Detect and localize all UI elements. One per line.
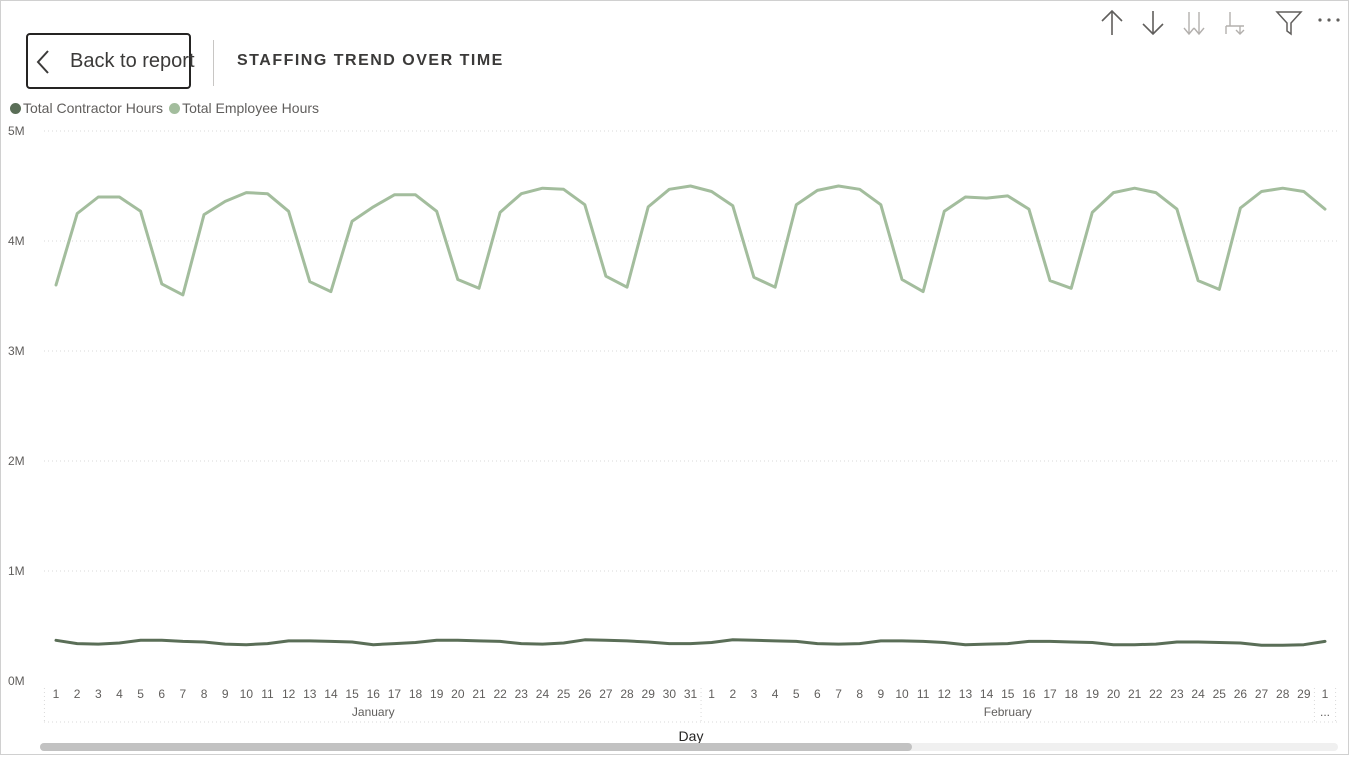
x-tick-label: 27 — [1255, 687, 1269, 701]
x-tick-label: 2 — [729, 687, 736, 701]
x-tick-label: 28 — [620, 687, 634, 701]
x-tick-label: 6 — [158, 687, 165, 701]
x-tick-label: 4 — [116, 687, 123, 701]
x-tick-label: 20 — [451, 687, 465, 701]
x-tick-label: 11 — [261, 687, 274, 701]
x-tick-label: 12 — [282, 687, 296, 701]
x-axis-title: Day — [679, 728, 704, 744]
y-tick-label: 3M — [8, 344, 25, 358]
expand-hierarchy-icon[interactable] — [1220, 8, 1250, 38]
x-tick-label: 25 — [557, 687, 571, 701]
chart-legend: Total Contractor Hours Total Employee Ho… — [10, 100, 325, 116]
x-tick-label: 10 — [895, 687, 909, 701]
x-tick-label: 2 — [74, 687, 81, 701]
x-tick-label: 18 — [409, 687, 423, 701]
x-tick-label: 14 — [980, 687, 994, 701]
x-tick-label: 23 — [515, 687, 529, 701]
x-tick-label: 8 — [201, 687, 208, 701]
x-tick-label: 11 — [917, 687, 930, 701]
x-tick-label: 1 — [53, 687, 60, 701]
x-tick-label: 29 — [642, 687, 656, 701]
back-to-report-button[interactable]: Back to report — [26, 33, 195, 89]
x-tick-label: 23 — [1170, 687, 1184, 701]
x-tick-label: 13 — [303, 687, 317, 701]
x-tick-label: 14 — [324, 687, 338, 701]
x-tick-label: 26 — [578, 687, 592, 701]
x-tick-label: 22 — [493, 687, 507, 701]
chevron-left-icon — [36, 50, 49, 74]
filter-icon[interactable] — [1274, 8, 1304, 38]
back-to-report-label: Back to report — [70, 50, 195, 72]
x-tick-label: 9 — [878, 687, 885, 701]
x-tick-label: 10 — [240, 687, 254, 701]
x-tick-label: 13 — [959, 687, 973, 701]
x-tick-label: 21 — [1128, 687, 1142, 701]
x-month-label: February — [984, 705, 1032, 719]
x-tick-label: 24 — [536, 687, 550, 701]
x-tick-label: 7 — [180, 687, 187, 701]
x-tick-label: 17 — [388, 687, 402, 701]
x-tick-label: 21 — [472, 687, 486, 701]
x-tick-label: 12 — [938, 687, 952, 701]
series-line-employee — [54, 184, 1327, 297]
legend-label-employee: Total Employee Hours — [182, 100, 320, 116]
y-tick-label: 5M — [8, 124, 25, 138]
x-tick-label: 5 — [793, 687, 800, 701]
x-tick-label: 25 — [1213, 687, 1227, 701]
x-tick-label: 9 — [222, 687, 229, 701]
horizontal-scrollbar-thumb[interactable] — [40, 743, 912, 751]
x-tick-label: 6 — [814, 687, 821, 701]
header-divider — [213, 40, 214, 86]
x-tick-label: 30 — [663, 687, 677, 701]
x-tick-label: 1 — [1322, 687, 1329, 701]
legend-dot-employee — [169, 102, 181, 114]
arrow-up-icon[interactable] — [1097, 8, 1127, 38]
x-tick-label: 19 — [1086, 687, 1100, 701]
legend-label-contractor: Total Contractor Hours — [23, 100, 164, 116]
x-tick-label: 15 — [345, 687, 359, 701]
x-tick-label: 16 — [1022, 687, 1036, 701]
x-month-label: ... — [1320, 705, 1330, 719]
y-tick-label: 1M — [8, 564, 25, 578]
x-tick-label: 26 — [1234, 687, 1248, 701]
x-tick-label: 3 — [751, 687, 758, 701]
x-tick-label: 3 — [95, 687, 102, 701]
legend-dot-contractor — [10, 102, 21, 114]
x-month-label: January — [352, 705, 395, 719]
x-tick-label: 22 — [1149, 687, 1163, 701]
arrow-down-icon[interactable] — [1138, 8, 1168, 38]
series-line-contractor — [54, 638, 1327, 647]
x-tick-label: 27 — [599, 687, 613, 701]
x-tick-label: 18 — [1065, 687, 1079, 701]
more-options-icon[interactable] — [1314, 8, 1344, 38]
x-tick-label: 4 — [772, 687, 779, 701]
x-tick-label: 17 — [1043, 687, 1057, 701]
x-tick-label: 24 — [1191, 687, 1205, 701]
x-tick-label: 15 — [1001, 687, 1015, 701]
y-tick-label: 2M — [8, 454, 25, 468]
x-tick-label: 28 — [1276, 687, 1290, 701]
x-tick-label: 5 — [137, 687, 144, 701]
x-tick-label: 31 — [684, 687, 698, 701]
x-tick-label: 8 — [856, 687, 863, 701]
double-arrow-down-icon[interactable] — [1179, 8, 1209, 38]
x-tick-label: 20 — [1107, 687, 1121, 701]
x-tick-label: 7 — [835, 687, 842, 701]
y-tick-label: 4M — [8, 234, 25, 248]
x-tick-label: 1 — [708, 687, 715, 701]
x-tick-label: 19 — [430, 687, 444, 701]
legend-item-employee[interactable]: Total Employee Hours — [169, 100, 319, 116]
x-tick-label: 29 — [1297, 687, 1311, 701]
y-tick-label: 0M — [8, 674, 25, 688]
visual-title: STAFFING TREND OVER TIME — [237, 52, 504, 69]
x-tick-label: 16 — [367, 687, 381, 701]
legend-item-contractor[interactable]: Total Contractor Hours — [10, 100, 163, 116]
